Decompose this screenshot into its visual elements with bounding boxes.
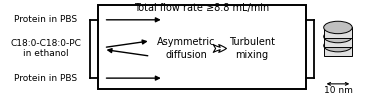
Ellipse shape <box>324 30 352 43</box>
Text: Asymmetric
diffusion: Asymmetric diffusion <box>157 37 215 60</box>
Ellipse shape <box>324 21 352 34</box>
Text: C18:0-C18:0-PC
in ethanol: C18:0-C18:0-PC in ethanol <box>10 39 81 58</box>
FancyBboxPatch shape <box>324 46 352 56</box>
Bar <box>98 5 306 89</box>
Text: Protein in PBS: Protein in PBS <box>14 15 77 24</box>
Text: 10 nm: 10 nm <box>324 86 352 95</box>
FancyBboxPatch shape <box>324 27 352 38</box>
Text: Total flow rate ≥8.8 mL/min: Total flow rate ≥8.8 mL/min <box>135 3 270 13</box>
Ellipse shape <box>324 39 352 52</box>
Text: Protein in PBS: Protein in PBS <box>14 74 77 83</box>
FancyBboxPatch shape <box>324 37 352 47</box>
Text: Turbulent
mixing: Turbulent mixing <box>229 37 275 60</box>
